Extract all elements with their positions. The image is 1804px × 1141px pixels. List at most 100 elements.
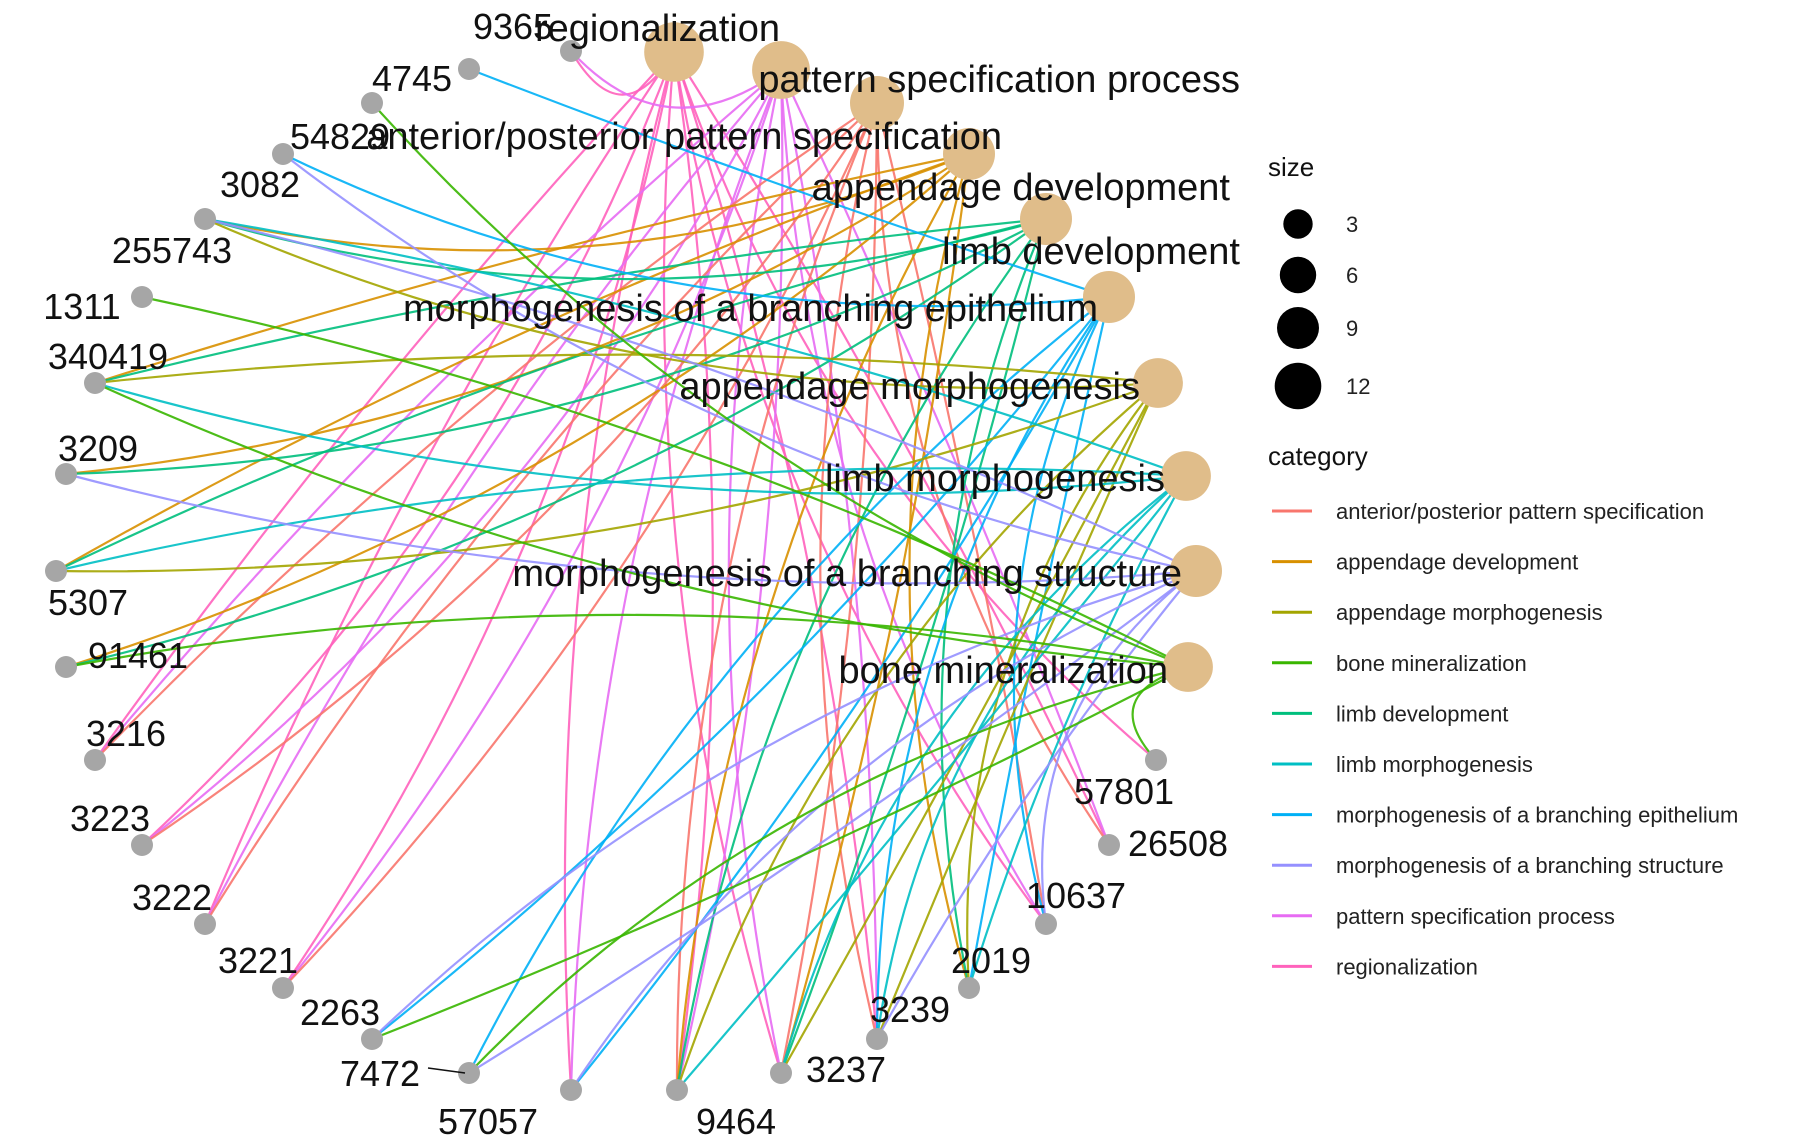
edge-limb-morphogenesis-2019 — [967, 475, 1187, 989]
gene-node-54829[interactable] — [361, 92, 383, 114]
edge-pattern-specification-process-3222 — [204, 69, 782, 925]
gene-node-3223[interactable] — [131, 834, 153, 856]
edge-morphogenesis-of-a-branching-epithelium-3082 — [282, 153, 1110, 308]
gene-node-3222[interactable] — [194, 913, 216, 935]
edge-regionalization-3216 — [94, 51, 675, 761]
legend-category-title: category — [1268, 441, 1368, 471]
gene-node-255743[interactable] — [194, 208, 216, 230]
legend-size-label-6: 6 — [1346, 263, 1358, 288]
category-node-morphogenesis-of-a-branching-structure[interactable] — [1170, 545, 1222, 597]
gene-label-255743: 255743 — [112, 230, 232, 271]
label-layer: regionalization pattern specification pro… — [43, 6, 1240, 1141]
category-label-regionalization: regionalization — [535, 8, 780, 50]
edge-morphogenesis-of-a-branching-structure-7472 — [468, 570, 1197, 1074]
gene-node-7472[interactable] — [458, 1062, 480, 1084]
category-label-appendage-morphogenesis: appendage morphogenesis — [679, 366, 1140, 408]
edge-regionalization-3221 — [282, 51, 676, 989]
edge-limb-development-340419 — [94, 217, 1047, 385]
legend-size-label-12: 12 — [1346, 374, 1370, 399]
edge-limb-morphogenesis-255743 — [204, 217, 1187, 478]
edge-pattern-specification-process-3223 — [141, 69, 782, 846]
edge-limb-development-3209 — [65, 218, 1047, 476]
legend-label-morphogenesis-of-a-branching-structure: morphogenesis of a branching structure — [1336, 853, 1724, 878]
gene-node-91461[interactable] — [55, 656, 77, 678]
category-label-bone-mineralization: bone mineralization — [838, 650, 1168, 692]
gene-label-3082: 3082 — [220, 164, 300, 205]
edge-anterior-posterior-pattern-specification-3239 — [819, 102, 879, 1040]
gene-label-4745: 4745 — [372, 58, 452, 99]
edge-bone-mineralization-54829 — [371, 102, 1189, 669]
edge-pattern-specification-process-9365 — [570, 50, 782, 109]
gene-label-10637: 10637 — [1026, 875, 1126, 916]
gene-node-3216[interactable] — [84, 749, 106, 771]
gene-node-1311[interactable] — [131, 286, 153, 308]
gene-node-3221[interactable] — [272, 977, 294, 999]
gene-node-57057[interactable] — [560, 1079, 582, 1101]
gene-node-3082[interactable] — [272, 143, 294, 165]
edge-limb-morphogenesis-340419 — [94, 381, 1187, 495]
category-node-appendage-development[interactable] — [943, 128, 995, 180]
category-node-appendage-morphogenesis[interactable] — [1133, 358, 1183, 408]
edge-bone-mineralization-7472 — [468, 665, 1189, 1074]
category-node-pattern-specification-process[interactable] — [752, 41, 810, 99]
gene-node-2019[interactable] — [958, 977, 980, 999]
edge-regionalization-10637 — [672, 51, 1047, 925]
category-label-anterior-posterior-pattern-specification: anterior/posterior pattern specification — [366, 116, 1002, 158]
edge-morphogenesis-of-a-branching-structure-3239 — [876, 570, 1197, 1040]
gene-node-3239[interactable] — [866, 1028, 888, 1050]
edge-regionalization-3223 — [141, 51, 676, 846]
gene-label-3223: 3223 — [70, 798, 150, 839]
edge-appendage-morphogenesis-340419 — [94, 353, 1159, 385]
gene-label-leader-7472 — [427, 1067, 466, 1074]
gene-node-5307[interactable] — [45, 560, 67, 582]
gene-node-2263[interactable] — [361, 1028, 383, 1050]
gene-label-57057: 57057 — [438, 1101, 538, 1141]
category-node-regionalization[interactable] — [644, 22, 704, 82]
edge-morphogenesis-of-a-branching-epithelium-4745 — [468, 67, 1110, 299]
category-node-limb-morphogenesis[interactable] — [1161, 451, 1211, 501]
edge-limb-morphogenesis-3239 — [875, 475, 1187, 1040]
edge-appendage-development-91461 — [65, 153, 970, 669]
edge-appendage-development-5307 — [55, 152, 970, 572]
edge-morphogenesis-of-a-branching-epithelium-10637 — [1012, 296, 1110, 925]
category-node-anterior-posterior-pattern-specification[interactable] — [850, 76, 904, 130]
gene-label-26508: 26508 — [1128, 823, 1228, 864]
legend-label-appendage-development: appendage development — [1336, 550, 1578, 575]
edge-appendage-development-3237 — [779, 153, 971, 1074]
gene-node-10637[interactable] — [1035, 913, 1057, 935]
legend-size-label-3: 3 — [1346, 212, 1358, 237]
legend-label-anterior-posterior-pattern-specification: anterior/posterior pattern specification — [1336, 499, 1704, 524]
edge-morphogenesis-of-a-branching-structure-3082 — [282, 153, 1197, 573]
gene-label-3216: 3216 — [86, 713, 166, 754]
gene-node-3209[interactable] — [55, 463, 77, 485]
gene-label-340419: 340419 — [48, 336, 168, 377]
category-label-pattern-specification-process: pattern specification process — [758, 59, 1240, 101]
gene-node-26508[interactable] — [1098, 834, 1120, 856]
gene-node-9464[interactable] — [666, 1079, 688, 1101]
gene-label-1311: 1311 — [43, 286, 120, 327]
category-label-limb-development: limb development — [942, 231, 1240, 273]
gene-node-4745[interactable] — [458, 58, 480, 80]
legend-size-dot-3 — [1283, 209, 1313, 239]
edge-appendage-morphogenesis-5307 — [55, 381, 1159, 573]
gene-node-9365[interactable] — [560, 40, 582, 62]
edge-limb-morphogenesis-3237 — [779, 475, 1187, 1074]
category-node-bone-mineralization[interactable] — [1163, 642, 1213, 692]
gene-node-57801[interactable] — [1145, 749, 1167, 771]
gene-label-7472: 7472 — [340, 1053, 420, 1094]
category-node-morphogenesis-of-a-branching-epithelium[interactable] — [1083, 271, 1135, 323]
edge-morphogenesis-of-a-branching-structure-10637 — [1041, 570, 1197, 925]
category-node-limb-development[interactable] — [1020, 193, 1072, 245]
legend-label-regionalization: regionalization — [1336, 954, 1478, 979]
edge-layer — [55, 50, 1197, 1091]
edge-morphogenesis-of-a-branching-structure-2263 — [371, 569, 1197, 1040]
gene-label-3239: 3239 — [870, 989, 950, 1030]
gene-label-3237: 3237 — [806, 1049, 886, 1090]
edge-pattern-specification-process-3216 — [94, 69, 782, 761]
gene-node-3237[interactable] — [770, 1062, 792, 1084]
legend-label-limb-development: limb development — [1336, 701, 1508, 726]
gene-node-340419[interactable] — [84, 372, 106, 394]
gene-label-2263: 2263 — [300, 992, 380, 1033]
legend-label-limb-morphogenesis: limb morphogenesis — [1336, 752, 1533, 777]
